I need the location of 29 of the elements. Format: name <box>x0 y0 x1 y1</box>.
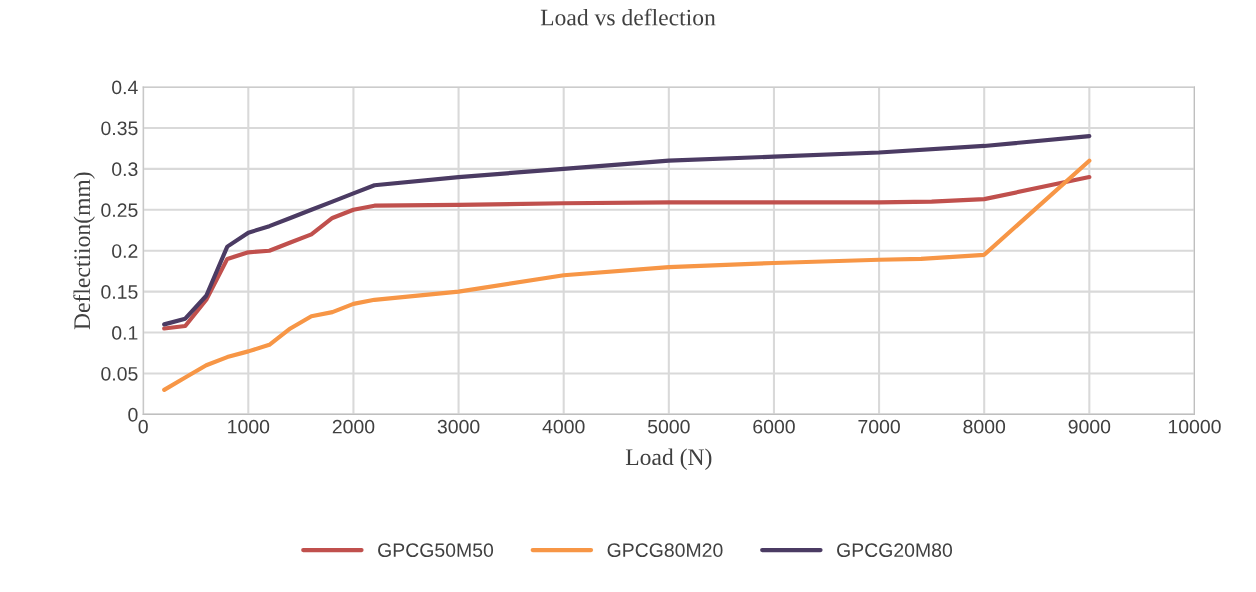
x-axis-title: Load (N) <box>625 448 712 470</box>
x-tick-label: 1000 <box>228 419 270 434</box>
y-tick-label: 0 <box>128 407 138 422</box>
x-tick-label: 7000 <box>858 419 900 434</box>
y-tick-label: 0.05 <box>101 366 138 381</box>
y-axis-title: Deflectiion(mm) <box>73 172 95 330</box>
chart-title: Load vs deflection <box>540 8 716 26</box>
x-tick-label: 10000 <box>1168 419 1221 434</box>
y-tick-label: 0.25 <box>101 203 138 218</box>
legend-label: GPCG50M50 <box>378 543 494 558</box>
x-tick-label: 5000 <box>647 419 690 434</box>
x-tick-label: 2000 <box>332 419 375 434</box>
y-tick-label: 0.2 <box>112 244 138 258</box>
y-tick-label: 0.3 <box>112 162 138 177</box>
x-tick-label: 3000 <box>437 419 480 434</box>
legend-label: GPCG20M80 <box>837 543 953 558</box>
x-tick-label: 0 <box>138 419 148 434</box>
y-tick-label: 0.15 <box>101 285 138 299</box>
line-series <box>162 134 1092 327</box>
x-tick-label: 8000 <box>963 419 1006 434</box>
x-tick-label: 9000 <box>1068 419 1111 434</box>
x-tick-label: 6000 <box>753 419 795 434</box>
y-tick-label: 0.1 <box>112 326 138 340</box>
x-tick-label: 4000 <box>542 419 585 434</box>
y-tick-label: 0.35 <box>101 121 138 136</box>
line-series <box>162 158 1092 392</box>
line-series <box>162 174 1092 331</box>
legend-label: GPCG80M20 <box>607 543 723 558</box>
y-tick-label: 0.4 <box>112 80 138 95</box>
